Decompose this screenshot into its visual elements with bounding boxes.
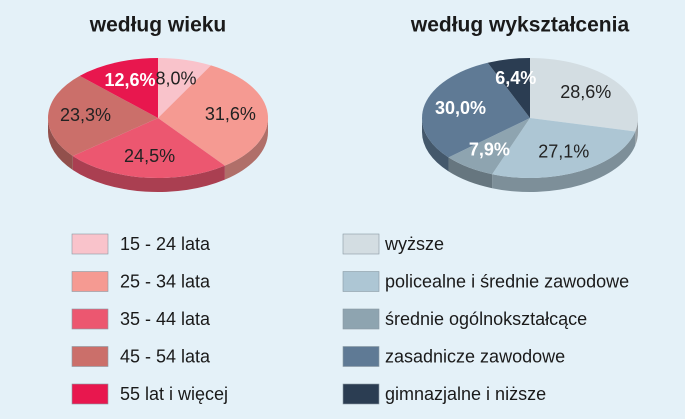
legend-label: 35 - 44 lata	[120, 309, 211, 329]
pie-slice	[487, 58, 530, 118]
legend-swatch	[71, 271, 109, 292]
pie-slice-side	[635, 118, 638, 146]
legend-label: gimnazjalne i niższe	[385, 384, 546, 404]
chart-title: według wieku	[89, 14, 227, 37]
legend-swatch	[342, 271, 380, 292]
data-label: 12,6%	[104, 70, 155, 90]
legend-label: 55 lat i więcej	[120, 384, 228, 404]
legend-swatch	[71, 233, 109, 255]
data-label: 7,9%	[469, 139, 510, 159]
data-label: 23,3%	[60, 105, 111, 125]
pie-slice	[530, 58, 638, 132]
pie-slice	[492, 118, 636, 178]
pie-slice-side	[48, 118, 73, 170]
pie-slice	[47, 75, 158, 156]
legend-swatch	[71, 346, 109, 367]
legend-label: średnie ogólnokształcące	[385, 309, 587, 329]
data-label: 24,5%	[124, 146, 175, 166]
legend-label: zasadnicze zawodowe	[385, 346, 565, 366]
pie-slice	[158, 65, 268, 166]
data-label: 6,4%	[495, 68, 536, 88]
pie-slice	[72, 118, 225, 178]
pie-slice	[448, 118, 530, 175]
legend-label: wyższe	[384, 234, 444, 254]
data-label: 30,0%	[435, 98, 486, 118]
legend-swatch	[342, 383, 380, 405]
pie-slice	[79, 58, 158, 118]
legend-label: 45 - 54 lata	[120, 346, 211, 366]
legend-label: policealne i średnie zawodowe	[385, 271, 629, 291]
data-label: 28,6%	[560, 82, 611, 102]
data-label: 27,1%	[538, 142, 589, 162]
data-label: 31,6%	[205, 104, 256, 124]
pie-slice-side	[422, 118, 449, 172]
legend-swatch	[342, 233, 380, 255]
pie-slice	[158, 58, 211, 118]
legend-swatch	[342, 308, 380, 330]
legend-label: 25 - 34 lata	[120, 271, 211, 291]
data-label: 8,0%	[156, 68, 197, 88]
legend-swatch	[71, 383, 109, 405]
legend-label: 15 - 24 lata	[120, 234, 211, 254]
legend-swatch	[342, 346, 380, 367]
chart-title: według wykształcenia	[410, 14, 630, 37]
pie-slice-side	[72, 155, 225, 192]
pie-slice-side	[448, 157, 493, 189]
pie-slice-side	[492, 131, 636, 192]
pie-slice-side	[224, 118, 268, 180]
legend-swatch	[71, 308, 109, 330]
pie-slice	[422, 62, 530, 158]
